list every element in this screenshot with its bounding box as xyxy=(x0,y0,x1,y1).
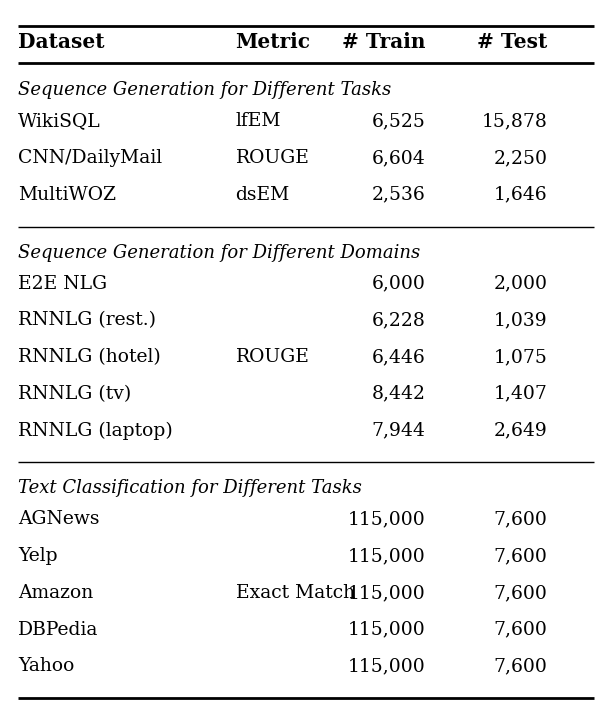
Text: WikiSQL: WikiSQL xyxy=(18,112,101,130)
Text: 1,075: 1,075 xyxy=(494,348,548,366)
Text: ROUGE: ROUGE xyxy=(236,149,310,167)
Text: 2,000: 2,000 xyxy=(494,275,548,292)
Text: 6,000: 6,000 xyxy=(371,275,425,292)
Text: RNNLG (laptop): RNNLG (laptop) xyxy=(18,421,173,440)
Text: dsEM: dsEM xyxy=(236,186,290,203)
Text: RNNLG (hotel): RNNLG (hotel) xyxy=(18,348,161,366)
Text: 7,600: 7,600 xyxy=(494,584,548,602)
Text: Exact Match: Exact Match xyxy=(236,584,355,602)
Text: Yahoo: Yahoo xyxy=(18,657,75,675)
Text: RNNLG (tv): RNNLG (tv) xyxy=(18,385,132,402)
Text: E2E NLG: E2E NLG xyxy=(18,275,108,292)
Text: 6,228: 6,228 xyxy=(371,311,425,329)
Text: 8,442: 8,442 xyxy=(371,385,425,402)
Text: # Train: # Train xyxy=(342,32,425,52)
Text: MultiWOZ: MultiWOZ xyxy=(18,186,116,203)
Text: Text Classification for Different Tasks: Text Classification for Different Tasks xyxy=(18,479,362,497)
Text: Sequence Generation for Different Tasks: Sequence Generation for Different Tasks xyxy=(18,81,392,99)
Text: 6,525: 6,525 xyxy=(371,112,425,130)
Text: AGNews: AGNews xyxy=(18,510,100,528)
Text: RNNLG (rest.): RNNLG (rest.) xyxy=(18,311,156,329)
Text: 2,250: 2,250 xyxy=(494,149,548,167)
Text: 2,649: 2,649 xyxy=(494,421,548,439)
Text: CNN/DailyMail: CNN/DailyMail xyxy=(18,149,162,167)
Text: 115,000: 115,000 xyxy=(348,547,425,565)
Text: 7,600: 7,600 xyxy=(494,621,548,638)
Text: 115,000: 115,000 xyxy=(348,657,425,675)
Text: 115,000: 115,000 xyxy=(348,510,425,528)
Text: DBPedia: DBPedia xyxy=(18,621,99,638)
Text: 1,407: 1,407 xyxy=(494,385,548,402)
Text: 6,604: 6,604 xyxy=(371,149,425,167)
Text: # Test: # Test xyxy=(477,32,548,52)
Text: 1,039: 1,039 xyxy=(494,311,548,329)
Text: 15,878: 15,878 xyxy=(482,112,548,130)
Text: Sequence Generation for Different Domains: Sequence Generation for Different Domain… xyxy=(18,244,420,261)
Text: Metric: Metric xyxy=(236,32,311,52)
Text: Dataset: Dataset xyxy=(18,32,105,52)
Text: 6,446: 6,446 xyxy=(371,348,425,366)
Text: 7,600: 7,600 xyxy=(494,510,548,528)
Text: 7,944: 7,944 xyxy=(371,421,425,439)
Text: 115,000: 115,000 xyxy=(348,621,425,638)
Text: ROUGE: ROUGE xyxy=(236,348,310,366)
Text: 2,536: 2,536 xyxy=(371,186,425,203)
Text: 7,600: 7,600 xyxy=(494,657,548,675)
Text: Amazon: Amazon xyxy=(18,584,94,602)
Text: 1,646: 1,646 xyxy=(494,186,548,203)
Text: 115,000: 115,000 xyxy=(348,584,425,602)
Text: 7,600: 7,600 xyxy=(494,547,548,565)
Text: lfEM: lfEM xyxy=(236,112,281,130)
Text: Yelp: Yelp xyxy=(18,547,58,565)
